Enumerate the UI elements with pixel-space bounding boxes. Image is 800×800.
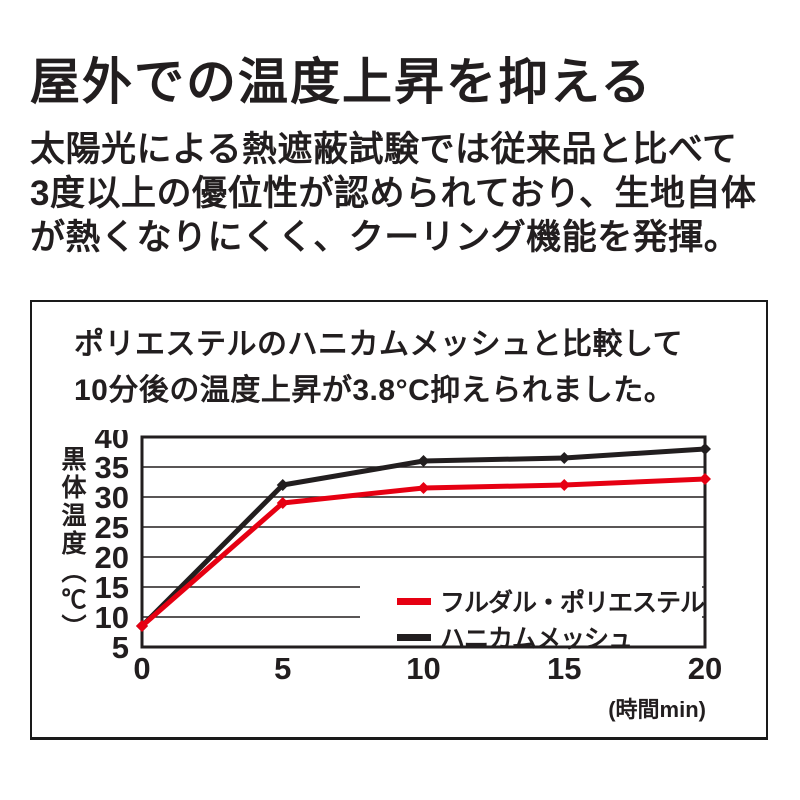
legend-swatch-red-line bbox=[397, 597, 431, 605]
plot-border bbox=[140, 435, 707, 649]
legend-swatch-black-line bbox=[397, 633, 431, 641]
claim-line-1: ポリエステルのハニカムメッシュと比較して bbox=[74, 328, 684, 361]
x-tick-label-5: 5 bbox=[274, 651, 291, 686]
y-tick-label-10: 10 bbox=[95, 600, 129, 635]
data-point-marker-1-4 bbox=[699, 443, 711, 455]
y-tick-label-5: 5 bbox=[112, 630, 129, 665]
x-tick-label-15: 15 bbox=[547, 651, 581, 686]
page-title: 屋外での温度上昇を抑える bbox=[30, 54, 653, 110]
temperature-line-chart: 黒体温度（℃） 5 10 15 20 25 30 35 40 0 5 10 15 20 フルダル・ポリエ… bbox=[32, 430, 766, 735]
paragraph-line-1: 太陽光による熱遮蔽試験では従来品と比べて bbox=[30, 130, 738, 169]
data-point-marker-0-4 bbox=[699, 473, 711, 485]
data-point-marker-1-3 bbox=[558, 452, 571, 464]
legend-label: フルダル・ポリエステル bbox=[440, 589, 705, 617]
x-tick-label-0: 0 bbox=[133, 651, 150, 686]
y-tick-label-40: 40 bbox=[95, 430, 129, 455]
data-point-marker-1-1 bbox=[276, 479, 289, 491]
paragraph-line-3: が熱くなりにくく、クーリング機能を発揮。 bbox=[30, 218, 740, 257]
data-point-marker-0-3 bbox=[558, 479, 571, 491]
description-paragraph: 太陽光による熱遮蔽試験では従来品と比べて 3度以上の優位性が認められており、生地… bbox=[30, 128, 756, 260]
data-point-marker-1-2 bbox=[417, 455, 430, 467]
x-axis-unit-label: (時間min) bbox=[608, 697, 706, 722]
x-tick-label-10: 10 bbox=[406, 651, 440, 686]
data-point-marker-0-0 bbox=[136, 620, 148, 632]
y-axis-title: 黒体温度（℃） bbox=[58, 446, 86, 642]
chart-panel: ポリエステルのハニカムメッシュと比較して 10分後の温度上昇が3.8°C抑えられ… bbox=[30, 300, 768, 740]
legend-item-honeycomb-mesh: ハニカムメッシュ bbox=[397, 619, 702, 655]
paragraph-line-2: 3度以上の優位性が認められており、生地自体 bbox=[30, 174, 757, 213]
x-tick-label-20: 20 bbox=[688, 651, 722, 686]
y-tick-label-20: 20 bbox=[95, 540, 129, 575]
legend-item-fulldull-polyester: フルダル・ポリエステル bbox=[397, 583, 705, 619]
y-tick-label-30: 30 bbox=[95, 480, 129, 515]
legend-label: ハニカムメッシュ bbox=[440, 625, 633, 653]
data-point-marker-0-1 bbox=[276, 497, 289, 509]
data-point-marker-0-2 bbox=[417, 482, 430, 494]
y-tick-label-15: 15 bbox=[95, 570, 129, 605]
claim-line-2: 10分後の温度上昇が3.8°C抑えられました。 bbox=[74, 374, 675, 407]
chart-claim-heading: ポリエステルのハニカムメッシュと比較して 10分後の温度上昇が3.8°C抑えられ… bbox=[74, 322, 766, 414]
y-tick-label-25: 25 bbox=[95, 510, 129, 545]
y-tick-label-35: 35 bbox=[95, 450, 129, 485]
chart-legend: フルダル・ポリエステル ハニカムメッシュ bbox=[360, 580, 705, 653]
